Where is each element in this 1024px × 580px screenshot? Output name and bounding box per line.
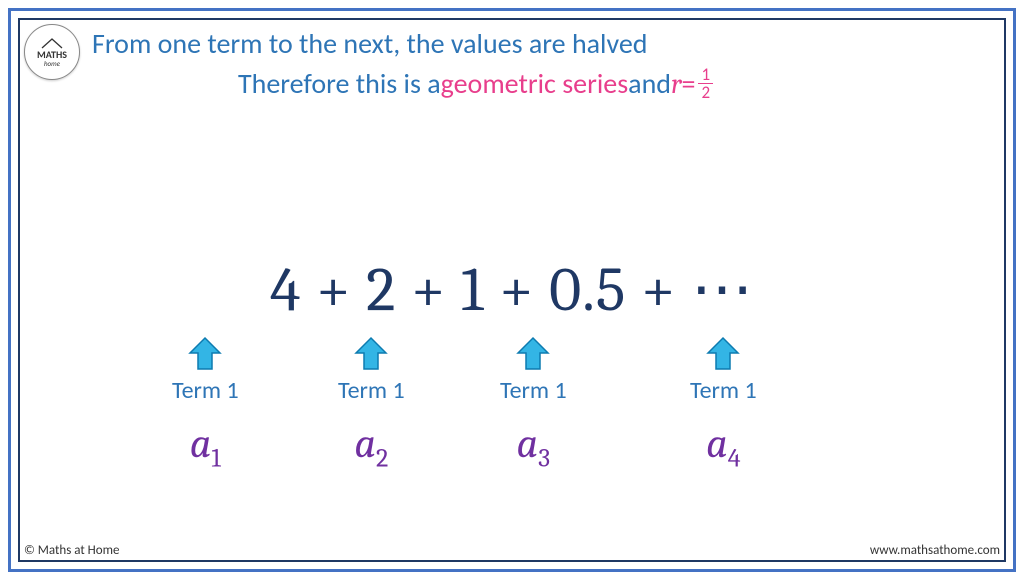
term-label: Term 1	[500, 376, 567, 405]
term-variable: a3	[517, 419, 551, 473]
fraction-denominator: 2	[698, 84, 713, 101]
term-label: Term 1	[172, 376, 239, 405]
term-block-4: Term 1 a4	[690, 336, 757, 473]
line2-and: and	[628, 66, 671, 101]
logo: MATHS home	[24, 24, 80, 80]
footer-copyright: © Maths at Home	[24, 543, 119, 558]
arrow-up-icon	[516, 336, 550, 372]
arrow-up-icon	[354, 336, 388, 372]
line2-emphasis: geometric series	[441, 66, 628, 101]
heading-line1: From one term to the next, the values ar…	[92, 26, 648, 61]
var-r: r	[671, 68, 682, 100]
term-block-2: Term 1 a2	[338, 336, 405, 473]
equals-sign: =	[682, 66, 696, 101]
line2-prefix: Therefore this is a	[238, 66, 441, 101]
term-label: Term 1	[338, 376, 405, 405]
term-block-1: Term 1 a1	[172, 336, 239, 473]
term-label: Term 1	[690, 376, 757, 405]
footer-url: www.mathsathome.com	[870, 543, 1000, 558]
term-variable: a4	[706, 419, 740, 473]
term-variable: a1	[190, 419, 221, 473]
logo-text-bottom: home	[44, 60, 60, 67]
heading-line2: Therefore this is a geometric series and…	[238, 66, 713, 101]
series-equation: 4 + 2 + 1 + 0.5 + ⋯	[0, 252, 1024, 326]
fraction-half: 1 2	[698, 66, 713, 101]
term-block-3: Term 1 a3	[500, 336, 567, 473]
arrow-up-icon	[706, 336, 740, 372]
term-variable: a2	[354, 419, 388, 473]
arrow-up-icon	[188, 336, 222, 372]
